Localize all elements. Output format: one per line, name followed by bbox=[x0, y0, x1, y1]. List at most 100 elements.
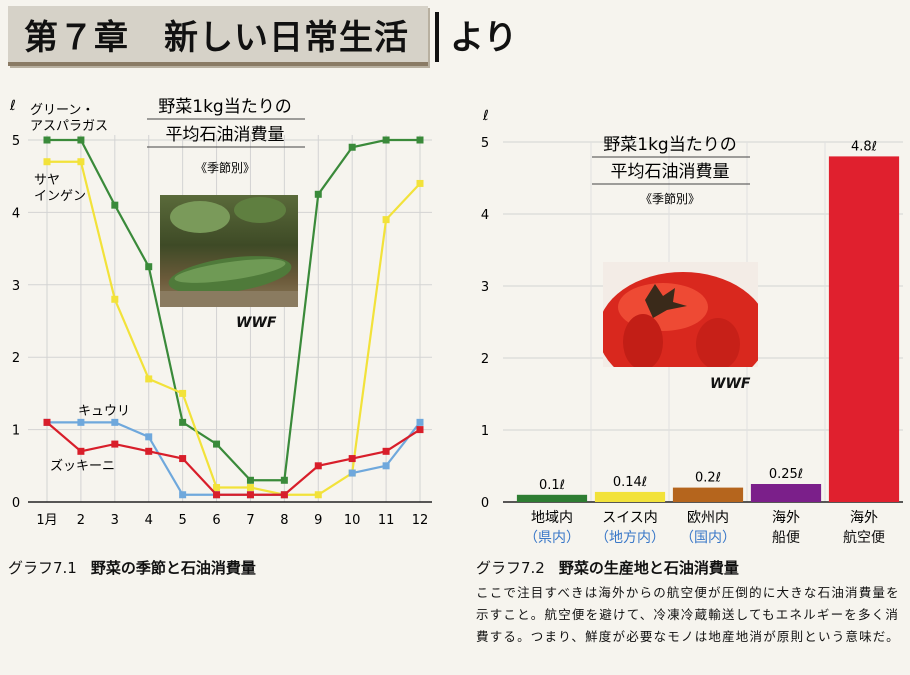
data-point bbox=[213, 491, 221, 499]
data-point bbox=[382, 216, 390, 224]
series-line bbox=[46, 421, 421, 496]
category-label: 欧州内 bbox=[687, 510, 729, 526]
data-point bbox=[43, 418, 51, 426]
category-sublabel: 航空便 bbox=[843, 530, 885, 546]
data-point bbox=[382, 462, 390, 470]
data-point bbox=[43, 136, 51, 144]
y-tick-label: 2 bbox=[481, 352, 489, 367]
bar-value-label: 0.1ℓ bbox=[539, 478, 565, 493]
x-tick-label: 3 bbox=[111, 513, 119, 528]
data-point bbox=[145, 433, 153, 441]
bar-value-label: 0.14ℓ bbox=[613, 475, 647, 490]
chapter-divider bbox=[435, 12, 439, 62]
y-tick-label: 3 bbox=[481, 280, 489, 295]
data-point bbox=[111, 201, 119, 209]
chart1-caption-text: 野菜の季節と石油消費量 bbox=[90, 559, 256, 577]
chart1-title-line1: 野菜1kg当たりの bbox=[158, 97, 291, 117]
chart1-caption-number: グラフ7.1 bbox=[8, 559, 77, 577]
series-label-sayaingen-1: サヤ bbox=[34, 173, 60, 188]
bar bbox=[828, 156, 900, 502]
y-tick-label: 0 bbox=[12, 496, 20, 511]
y-tick-label: 4 bbox=[12, 206, 20, 221]
y-tick-label: 1 bbox=[481, 424, 489, 439]
category-sublabel: （国内） bbox=[680, 530, 736, 546]
data-point bbox=[213, 440, 221, 448]
chapter-title: 第７章 新しい日常生活 bbox=[24, 18, 409, 58]
y-tick-label: 0 bbox=[481, 496, 489, 511]
data-point bbox=[280, 491, 288, 499]
data-point bbox=[213, 484, 221, 492]
y-tick-label: 1 bbox=[12, 424, 20, 439]
data-point bbox=[382, 447, 390, 455]
bar bbox=[672, 487, 744, 502]
data-point bbox=[314, 491, 322, 499]
data-point bbox=[111, 418, 119, 426]
data-point bbox=[179, 491, 187, 499]
data-point bbox=[416, 136, 424, 144]
chart2-subtitle: 《季節別》 bbox=[640, 191, 700, 206]
series-4 bbox=[43, 418, 424, 499]
y-tick-label: 5 bbox=[12, 134, 20, 149]
data-point bbox=[246, 484, 254, 492]
x-tick-label: 12 bbox=[412, 513, 429, 528]
chart2-caption-text: 野菜の生産地と石油消費量 bbox=[558, 559, 739, 577]
x-tick-label: 4 bbox=[145, 513, 153, 528]
bar bbox=[594, 491, 666, 502]
data-point bbox=[145, 447, 153, 455]
data-point bbox=[348, 469, 356, 477]
tomato-photo bbox=[603, 262, 758, 367]
data-point bbox=[77, 447, 85, 455]
category-label: 海外 bbox=[850, 510, 878, 526]
cucumber-image bbox=[160, 197, 298, 307]
x-tick-label: 2 bbox=[77, 513, 85, 528]
data-point bbox=[179, 389, 187, 397]
y-tick-label: 3 bbox=[12, 279, 20, 294]
chart1-photo-credit: WWF bbox=[236, 315, 277, 331]
data-point bbox=[314, 462, 322, 470]
series-line bbox=[47, 138, 420, 482]
chart2-caption: グラフ7.2 野菜の生産地と石油消費量 bbox=[476, 557, 739, 578]
data-point bbox=[348, 143, 356, 151]
chapter-suffix: より bbox=[450, 18, 518, 58]
chart2-unit-label: ℓ bbox=[482, 108, 489, 124]
chart2-title-line1: 野菜1kg当たりの bbox=[603, 135, 736, 155]
x-tick-label: 11 bbox=[378, 513, 395, 528]
bar-value-label: 4.8ℓ bbox=[851, 139, 877, 154]
chart2-caption-number: グラフ7.2 bbox=[476, 559, 545, 577]
bar bbox=[516, 494, 588, 502]
x-tick-label: 8 bbox=[280, 513, 288, 528]
chart1-title-line2: 平均石油消費量 bbox=[166, 125, 285, 145]
data-point bbox=[416, 179, 424, 187]
y-tick-label: 4 bbox=[481, 208, 489, 223]
data-point bbox=[111, 440, 119, 448]
data-point bbox=[382, 136, 390, 144]
x-tick-label: 10 bbox=[344, 513, 361, 528]
series-label-zucchini: ズッキーニ bbox=[50, 458, 115, 474]
y-tick-label: 5 bbox=[481, 136, 489, 151]
data-point bbox=[77, 136, 85, 144]
chart1-subtitle: 《季節別》 bbox=[195, 160, 255, 175]
data-point bbox=[77, 418, 85, 426]
x-tick-label: 5 bbox=[178, 513, 186, 528]
chart1-caption: グラフ7.1 野菜の季節と石油消費量 bbox=[8, 557, 256, 578]
cucumber-photo bbox=[160, 195, 298, 307]
x-tick-label: 9 bbox=[314, 513, 322, 528]
data-point bbox=[416, 418, 424, 426]
series-label-kyuri: キュウリ bbox=[78, 404, 130, 419]
category-label: 海外 bbox=[772, 510, 800, 526]
series-label-asparagus-2: アスパラガス bbox=[30, 119, 108, 134]
category-sublabel: （県内） bbox=[524, 530, 580, 546]
chart2-photo-credit: WWF bbox=[710, 376, 751, 392]
series-label-sayaingen-2: インゲン bbox=[34, 189, 86, 204]
data-point bbox=[246, 476, 254, 484]
data-point bbox=[314, 190, 322, 198]
x-tick-label: 6 bbox=[212, 513, 220, 528]
series-line bbox=[47, 160, 421, 496]
data-point bbox=[145, 375, 153, 383]
data-point bbox=[111, 295, 119, 303]
data-point bbox=[179, 455, 187, 463]
data-point bbox=[179, 418, 187, 426]
category-label: 地域内 bbox=[531, 510, 573, 526]
